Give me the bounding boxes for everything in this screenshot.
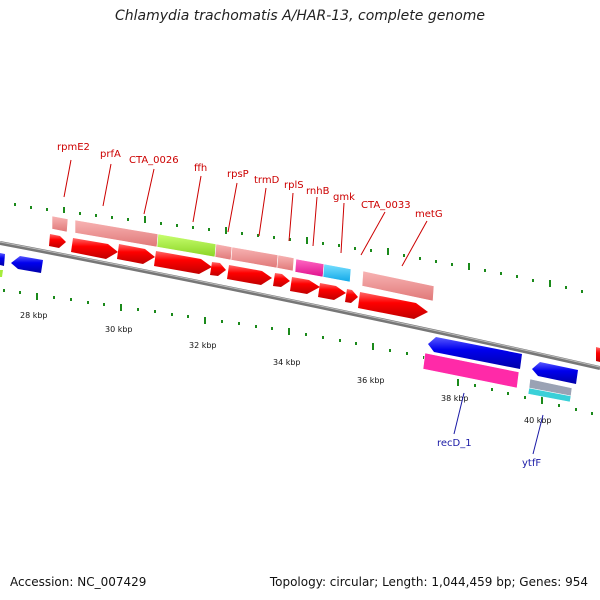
outer-tick-row [14,203,583,293]
inner-tick-row [3,289,593,415]
cds-arrow[interactable] [117,244,155,264]
gene-label-rplS: rplS [284,180,304,191]
gene-label-trmD: trmD [254,175,280,186]
genome-backbone [0,241,600,370]
gene-rpmE2[interactable] [51,215,69,233]
cds-arrow[interactable] [154,251,212,274]
kbp-label-40: 40 kbp [524,416,552,425]
gene-label-rnhB: rnhB [306,186,330,197]
gene-rpsP[interactable] [214,243,233,261]
gene-label-CTA_0033: CTA_0033 [361,200,411,211]
gene-metG[interactable] [361,270,435,302]
gene-label-ytfF: ytfF [522,458,541,469]
gene-label-rpmE2: rpmE2 [57,142,90,153]
kbp-label-34: 34 kbp [273,358,301,367]
label-leaders [63,159,428,267]
cds-arrow[interactable] [532,362,578,384]
cds-arrow[interactable] [227,265,272,285]
left-edge-gene [0,270,3,277]
gene-label-CTA_0026: CTA_0026 [129,155,179,166]
cds-arrow[interactable] [0,253,5,266]
gene-label-prfA: prfA [100,149,121,160]
gene-label-rpsP: rpsP [227,169,249,180]
kbp-label-30: 30 kbp [105,325,133,334]
genome-summary-text: Topology: circular; Length: 1,044,459 bp… [269,575,588,589]
cds-arrow[interactable] [596,347,600,362]
cds-arrow[interactable] [290,277,320,294]
gene-track [51,215,435,302]
cds-arrow[interactable] [210,262,226,276]
gene-ytfF[interactable] [527,387,572,403]
accession-text: Accession: NC_007429 [10,575,147,589]
gene-label-gmk: gmk [333,192,355,203]
label-leaders-bottom [453,392,544,455]
kbp-label-36: 36 kbp [357,376,385,385]
cds-arrow[interactable] [318,283,346,300]
forward-cds-track [49,234,600,362]
gene-rnhB[interactable] [294,258,325,278]
cds-arrow[interactable] [273,273,290,287]
kbp-label-38: 38 kbp [441,394,469,403]
cds-arrow[interactable] [71,238,118,259]
kbp-label-32: 32 kbp [189,341,217,350]
gene-label-recD_1: recD_1 [437,438,472,449]
map-title: Chlamydia trachomatis A/HAR-13, complete… [114,8,486,24]
gene-rplS[interactable] [276,254,295,272]
cds-arrow[interactable] [428,337,522,369]
kbp-label-28: 28 kbp [20,311,48,320]
gene-label-ffh: ffh [194,163,207,174]
reverse-cds-track [0,253,578,384]
gene-gmk[interactable] [322,263,352,283]
lower-gene-track [422,352,573,403]
cds-arrow[interactable] [49,234,66,248]
gene-label-metG: metG [415,209,443,220]
cds-arrow[interactable] [358,292,428,319]
cds-arrow[interactable] [345,289,358,303]
gene-trmD[interactable] [230,246,279,269]
gene-recD_1[interactable] [422,352,520,389]
cds-arrow[interactable] [11,256,43,273]
